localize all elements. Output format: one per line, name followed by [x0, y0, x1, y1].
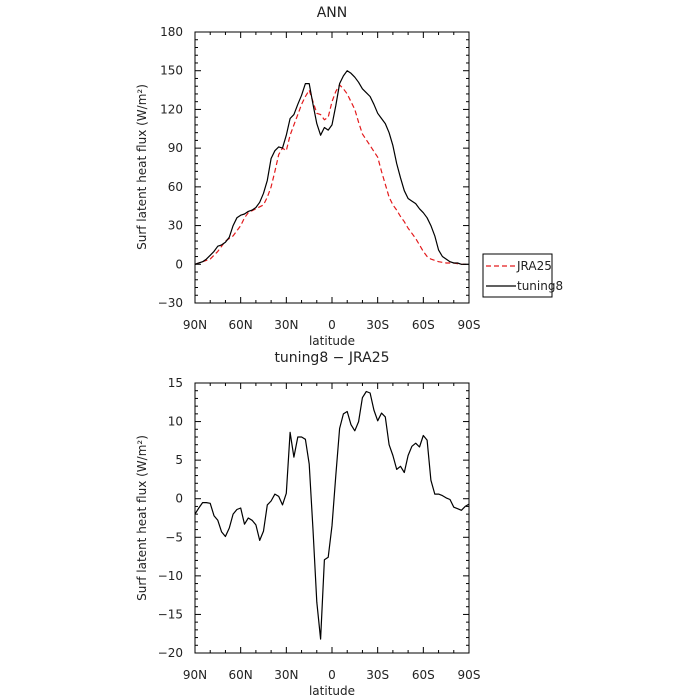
x-tick-label: 60N	[229, 668, 253, 682]
y-tick-labels: −20 −15 −10 −5 0 5 10 15	[158, 376, 183, 660]
y-tick-label: −5	[165, 530, 183, 544]
x-axis-label: latitude	[309, 684, 355, 698]
y-tick-label: 15	[168, 376, 183, 390]
x-tick-labels: 90N 60N 30N 0 30S 60S 90S	[183, 668, 481, 682]
y-tick-label: 150	[160, 64, 183, 78]
tick-marks	[194, 382, 470, 654]
y-tick-label: 10	[168, 415, 183, 429]
legend: JRA25 tuning8	[482, 253, 563, 298]
x-tick-label: 30S	[366, 318, 389, 332]
y-tick-label: 120	[160, 102, 183, 116]
series-line-jra25	[194, 84, 469, 265]
y-axis-label: Surf latent heat flux (W/m²)	[135, 435, 149, 601]
y-tick-label: −15	[158, 607, 183, 621]
series-line-difference	[194, 390, 470, 640]
tick-marks	[194, 31, 470, 304]
x-tick-label: 90S	[458, 318, 481, 332]
x-tick-label: 90N	[183, 668, 207, 682]
y-axis-label: Surf latent heat flux (W/m²)	[135, 84, 149, 250]
x-tick-label: 60S	[412, 668, 435, 682]
y-tick-labels: −30 0 30 60 90 120 150 180	[158, 25, 183, 310]
x-tick-label: 60N	[229, 318, 253, 332]
y-tick-label: 0	[175, 492, 183, 506]
chart-title: ANN	[317, 5, 348, 21]
y-tick-label: 60	[168, 180, 183, 194]
y-tick-label: −20	[158, 646, 183, 660]
x-tick-label: 30N	[274, 668, 298, 682]
y-tick-label: −10	[158, 569, 183, 583]
x-tick-label: 0	[328, 318, 336, 332]
legend-label-jra25: JRA25	[516, 259, 552, 273]
y-tick-label: 90	[168, 141, 183, 155]
legend-box	[482, 253, 553, 298]
legend-label-tuning8: tuning8	[517, 279, 563, 293]
series-layer	[194, 70, 469, 265]
x-tick-label: 60S	[412, 318, 435, 332]
x-tick-label: 90N	[183, 318, 207, 332]
chart-difference-tuning8-minus-jra25: tuning8 − JRA25 −20 −15 −10 −5 0 5 10 15 90N 60N…	[135, 350, 480, 698]
x-tick-label: 30N	[274, 318, 298, 332]
y-tick-label: 30	[168, 219, 183, 233]
x-axis-label: latitude	[309, 334, 355, 348]
x-tick-label: 30S	[366, 668, 389, 682]
y-tick-label: 180	[160, 25, 183, 39]
y-tick-label: −30	[158, 296, 183, 310]
x-tick-labels: 90N 60N 30N 0 30S 60S 90S	[183, 318, 481, 332]
x-tick-label: 90S	[458, 668, 481, 682]
chart-title: tuning8 − JRA25	[274, 350, 389, 366]
series-line-tuning8	[194, 70, 469, 265]
x-tick-label: 0	[328, 668, 336, 682]
y-tick-label: 0	[175, 257, 183, 271]
y-tick-label: 5	[175, 453, 183, 467]
series-layer	[194, 390, 470, 640]
chart-annual-latent-heat-flux: ANN −30 0 30 60 90 120 150 180 90N 60N 30N 0 30S 60S…	[135, 5, 563, 348]
plot-frame	[194, 31, 470, 304]
